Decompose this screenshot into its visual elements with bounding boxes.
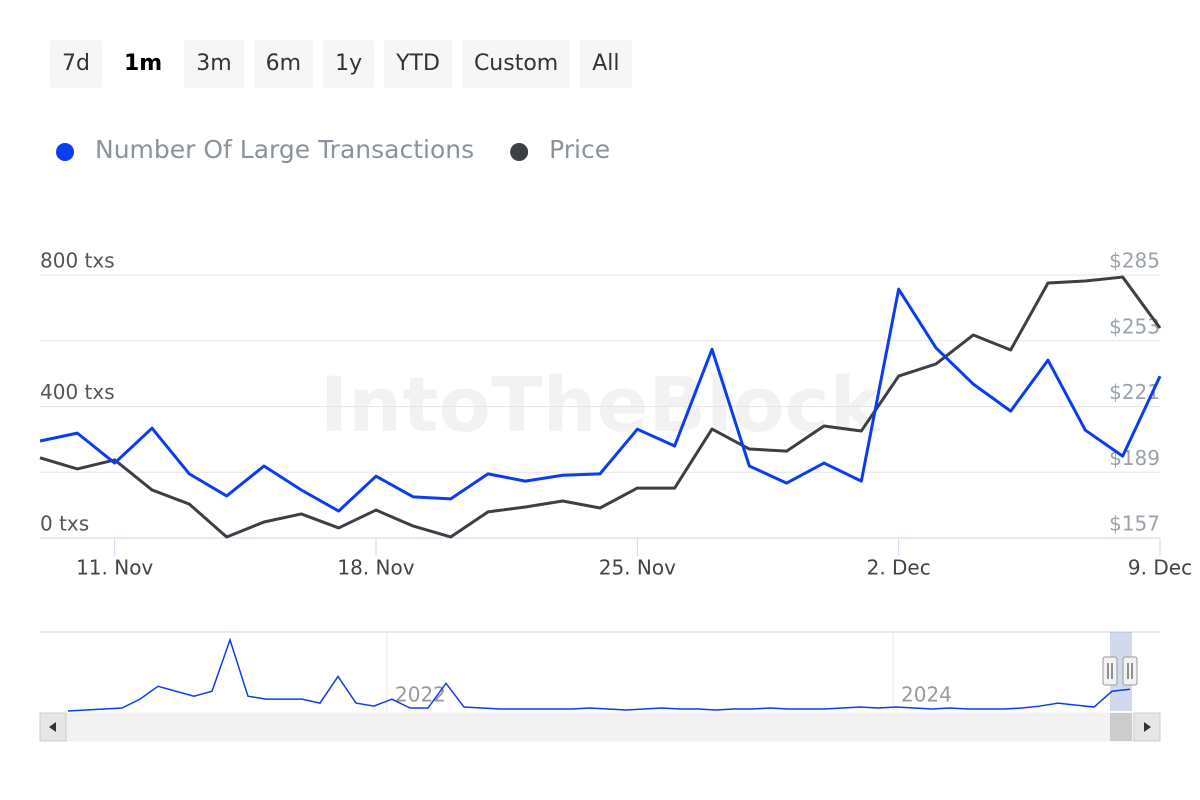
x-tick-label: 25. Nov <box>599 556 676 580</box>
series-line <box>39 287 1162 513</box>
scrollbar-track <box>39 712 1161 742</box>
range-button[interactable]: 1y <box>323 40 375 88</box>
legend-label: Number Of Large Transactions <box>95 135 474 164</box>
x-tick-label: 18. Nov <box>337 556 414 580</box>
watermark: IntoTheBlock <box>320 360 882 449</box>
range-button[interactable]: 3m <box>184 40 244 88</box>
navigator-handle[interactable] <box>1102 656 1118 686</box>
series-line <box>39 275 1162 539</box>
range-button[interactable]: 6m <box>253 40 314 88</box>
y-tick-label: 800 txs <box>40 249 115 273</box>
range-button[interactable]: 1m <box>111 40 175 88</box>
navigator-handle[interactable] <box>1122 656 1138 686</box>
navigator-line <box>67 637 1131 712</box>
arrow-right <box>1144 722 1151 732</box>
navigator-label: 2024 <box>901 683 952 707</box>
y2-tick-label: $285 <box>1109 249 1160 273</box>
x-tick-label: 9. Dec <box>1128 556 1192 580</box>
y-tick-label: 400 txs <box>40 380 115 404</box>
range-button[interactable]: All <box>580 40 632 88</box>
x-tick-label: 2. Dec <box>867 556 931 580</box>
range-button[interactable]: 7d <box>50 40 102 88</box>
y2-tick-label: $157 <box>1109 512 1160 536</box>
range-button[interactable]: Custom <box>461 40 571 88</box>
x-tick-label: 11. Nov <box>76 556 153 580</box>
legend-label: Price <box>549 135 610 164</box>
range-buttons: 7d 1m 3m 6m 1y YTD Custom All <box>50 40 632 88</box>
y2-tick-label: $189 <box>1109 446 1160 470</box>
scrollbar-thumb <box>1110 713 1132 741</box>
arrow-left <box>49 722 56 732</box>
legend-marker <box>510 143 529 161</box>
legend-marker <box>56 143 74 161</box>
y-tick-label: 0 txs <box>40 512 89 536</box>
range-button[interactable]: YTD <box>384 40 452 88</box>
